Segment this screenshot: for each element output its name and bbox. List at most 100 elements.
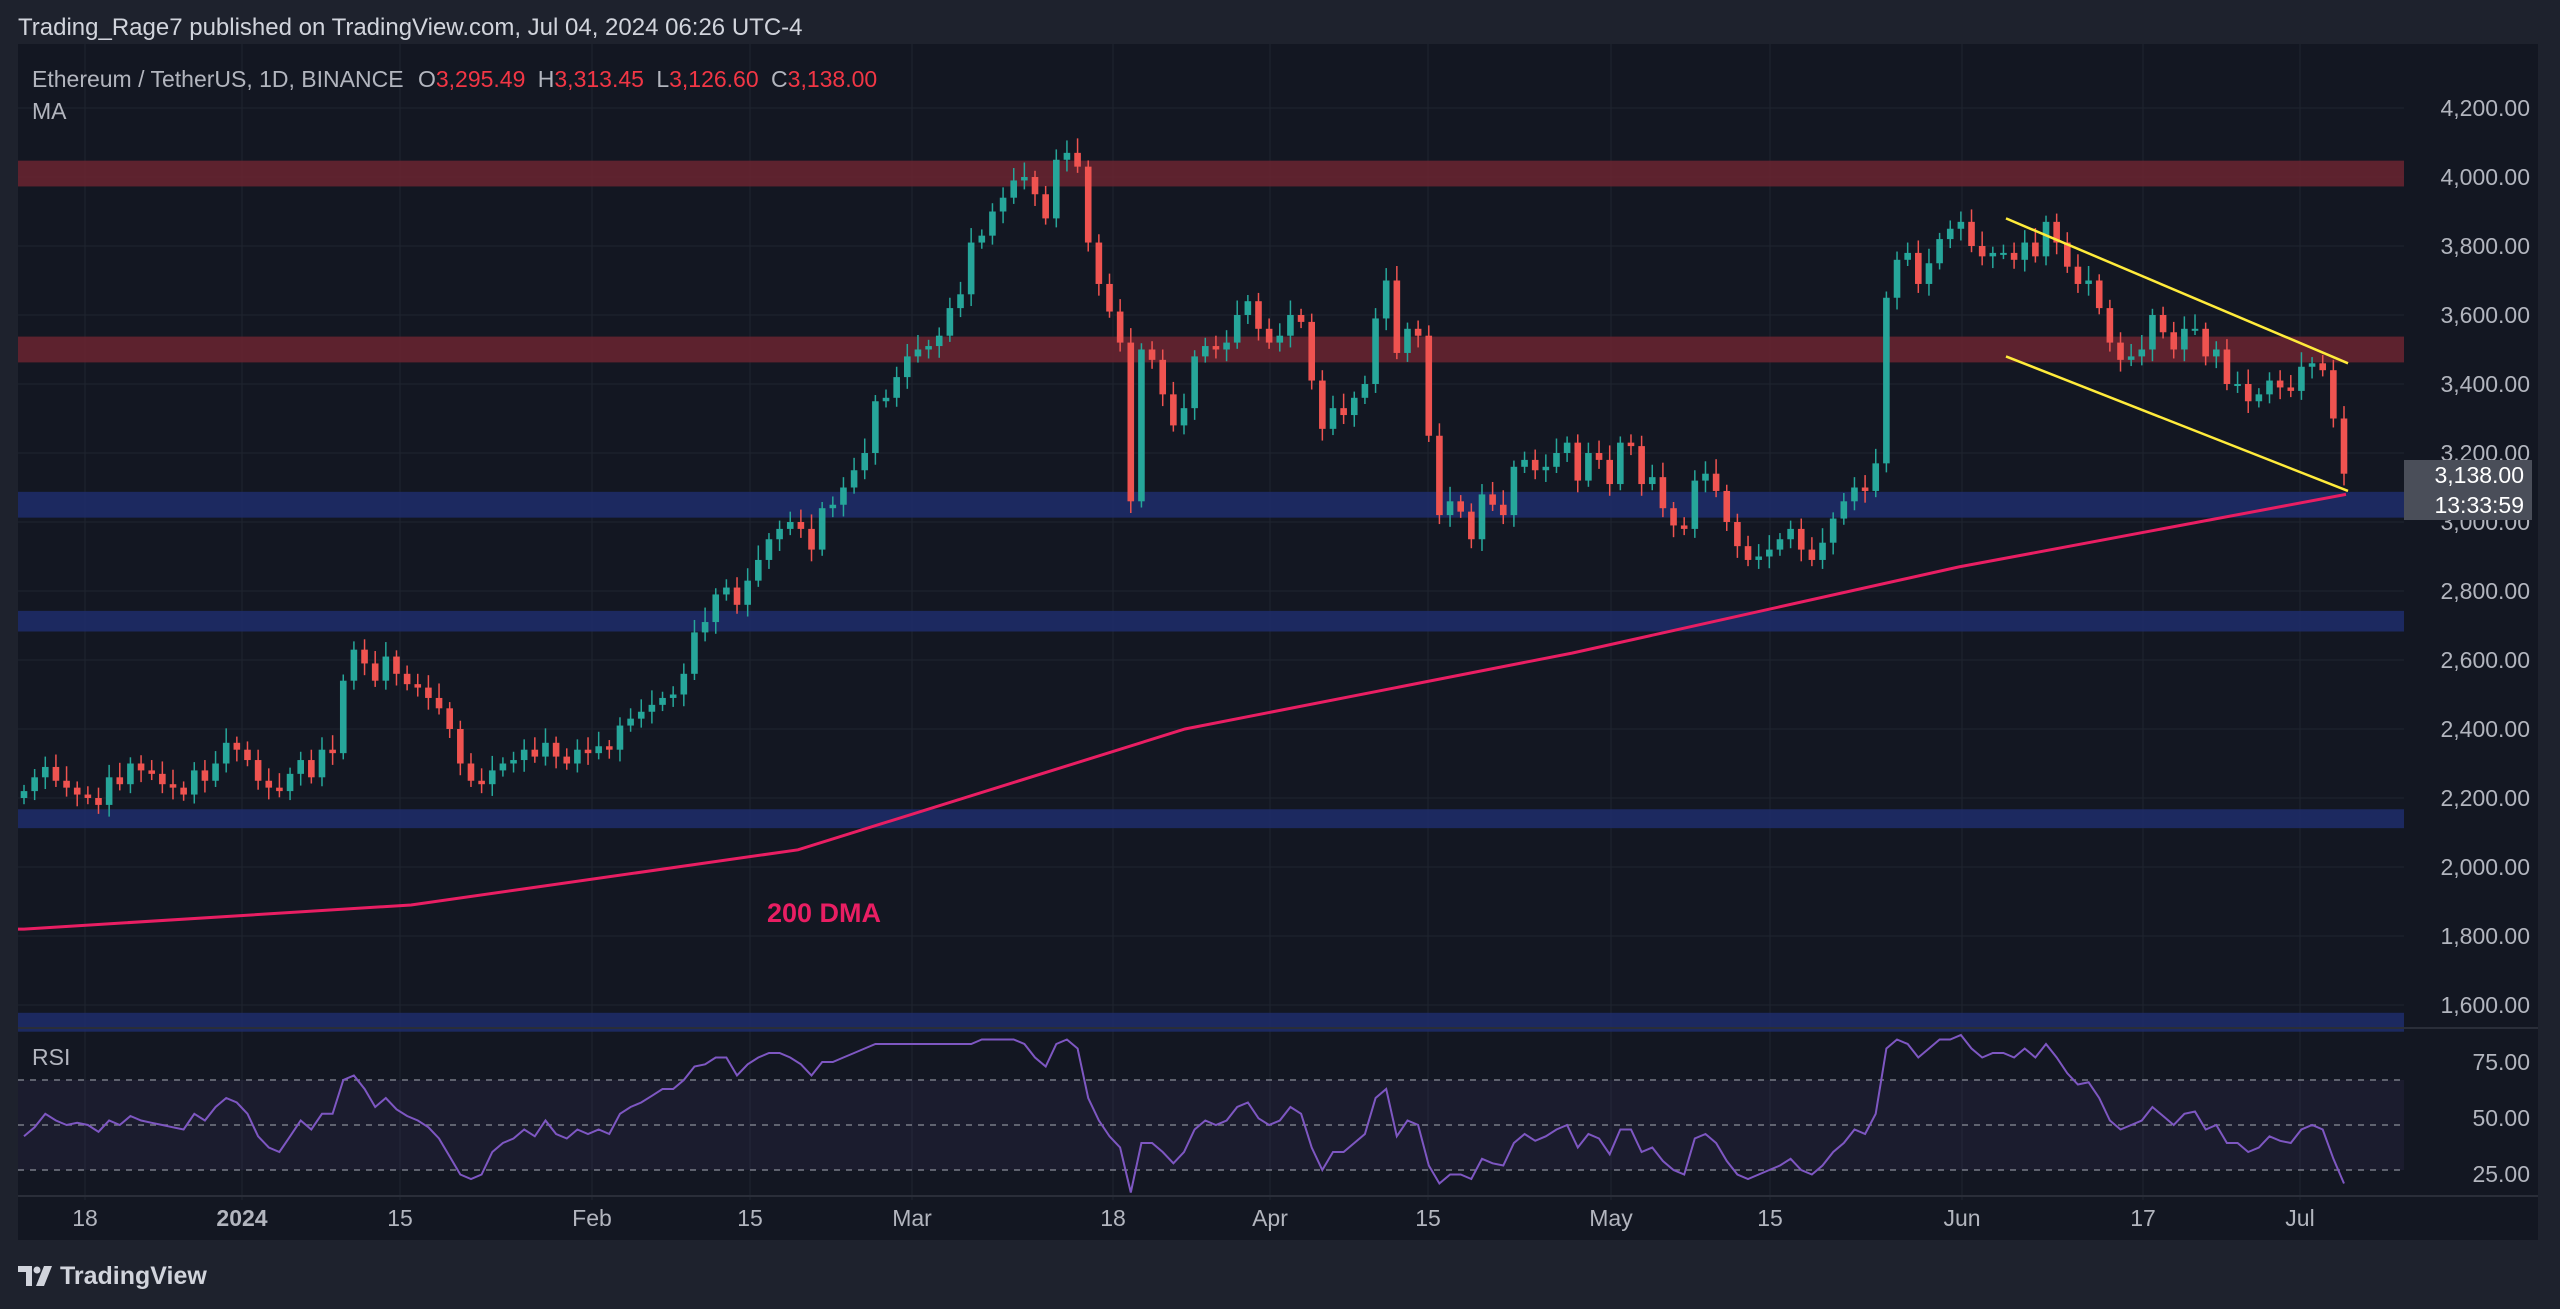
candle-body (1840, 501, 1848, 519)
candle-body (1595, 453, 1603, 460)
candle-body (318, 749, 326, 778)
candle-body (935, 335, 943, 347)
price-tick-label: 1,600.00 (2440, 992, 2530, 1018)
candle-body (137, 763, 145, 771)
candle-body (1116, 311, 1124, 343)
candle-body (169, 784, 177, 788)
support-zone (18, 491, 2404, 518)
candle-body (1755, 556, 1762, 560)
candle-body (1425, 335, 1433, 436)
candle-body (2010, 252, 2018, 260)
candle-body (1414, 328, 1422, 336)
time-tick-label: Jun (1943, 1205, 1980, 1231)
candle-body (1712, 473, 1720, 491)
candle-body (1212, 346, 1220, 350)
candle-body (1648, 477, 1656, 485)
candle-body (1489, 494, 1496, 505)
candle-body (1861, 487, 1869, 491)
candle-body (829, 504, 837, 509)
ma-200 (18, 492, 2347, 931)
price-tick-label: 1,800.00 (2440, 923, 2530, 949)
bar-countdown: 13:33:59 (2434, 492, 2524, 518)
candle-body (329, 749, 336, 754)
time-tick-label: Apr (1252, 1205, 1288, 1231)
candle-body (957, 294, 964, 309)
candle-body (1521, 459, 1528, 467)
candle-body (297, 760, 304, 774)
candle-body (2085, 280, 2092, 284)
candle-body (276, 787, 283, 792)
candle-body (1702, 473, 1709, 481)
candle-body (1436, 435, 1443, 516)
high-value: 3,313.45 (554, 66, 644, 92)
candle-body (1042, 194, 1049, 219)
candle-body (180, 787, 187, 795)
price-badge: 3,138.00 13:33:59 (2404, 460, 2532, 520)
candle-body (2106, 308, 2114, 343)
candle-body (41, 766, 49, 778)
support-zone (18, 809, 2404, 829)
candle-body (616, 725, 624, 750)
candle-body (499, 763, 507, 771)
candle-body (425, 687, 432, 698)
candle-body (1659, 477, 1667, 509)
candle-body (84, 794, 92, 798)
candle-body (1968, 221, 1975, 246)
candle-body (1457, 501, 1464, 512)
candle-body (2255, 394, 2263, 402)
candle-body (786, 522, 794, 529)
candle-body (1393, 280, 1401, 353)
candle-body (2212, 349, 2220, 357)
candle-body (52, 766, 60, 781)
price-axis: 4,200.00 4,000.00 3,800.00 3,600.00 3,400.00… (2440, 95, 2530, 1018)
candle-body (1531, 459, 1539, 471)
candle-body (1127, 342, 1135, 502)
candle-body (765, 539, 773, 560)
candle-body (680, 673, 688, 695)
candle-body (1872, 463, 1880, 491)
candle-body (95, 798, 102, 805)
candle-body (797, 522, 805, 529)
price-tick-label: 4,000.00 (2440, 164, 2530, 190)
rsi-label[interactable]: RSI (32, 1044, 71, 1070)
candle-body (1297, 315, 1305, 322)
candle-body (648, 704, 656, 712)
candle-body (574, 749, 581, 764)
candle-body (1468, 511, 1475, 540)
rsi-pane: 75.00 50.00 25.00 (18, 1027, 2538, 1193)
candle-body (1074, 152, 1081, 167)
candle-body (1191, 356, 1198, 409)
candle-body (850, 470, 858, 488)
candle-body (1925, 263, 1933, 284)
candle-body (1989, 252, 1997, 257)
candle-body (2127, 356, 2135, 360)
candle-body (818, 508, 826, 550)
candle-body (361, 649, 368, 664)
candle-body (1808, 549, 1816, 560)
candle-body (755, 559, 762, 581)
candle-body (2298, 366, 2305, 391)
symbol-label: Ethereum / TetherUS, 1D, BINANCE (32, 66, 404, 92)
candle-body (1627, 442, 1635, 447)
candle-body (542, 742, 549, 757)
candle-body (595, 746, 602, 754)
candle-body (946, 308, 954, 336)
candle-body (520, 749, 528, 761)
footer-brand[interactable]: TradingView (18, 1262, 207, 1291)
candle-body (222, 742, 230, 764)
candle-body (1170, 394, 1177, 426)
publisher-text: Trading_Rage7 published on TradingView.c… (18, 14, 803, 41)
candle-body (1159, 359, 1167, 395)
candle-body (2042, 221, 2050, 257)
current-price: 3,138.00 (2434, 462, 2524, 488)
candle-body (2266, 380, 2273, 395)
candle-body (1010, 180, 1018, 198)
ma-indicator-label[interactable]: MA (32, 98, 67, 124)
candle-body (637, 711, 645, 719)
candle-body (2053, 221, 2060, 243)
time-axis: 18 2024 15 Feb 15 Mar 18 Apr 15 May 15 Jun 17 Jul (18, 1195, 2538, 1231)
candle-body (2064, 242, 2071, 267)
time-tick-label: May (1589, 1205, 1633, 1231)
candle-body (105, 777, 113, 805)
